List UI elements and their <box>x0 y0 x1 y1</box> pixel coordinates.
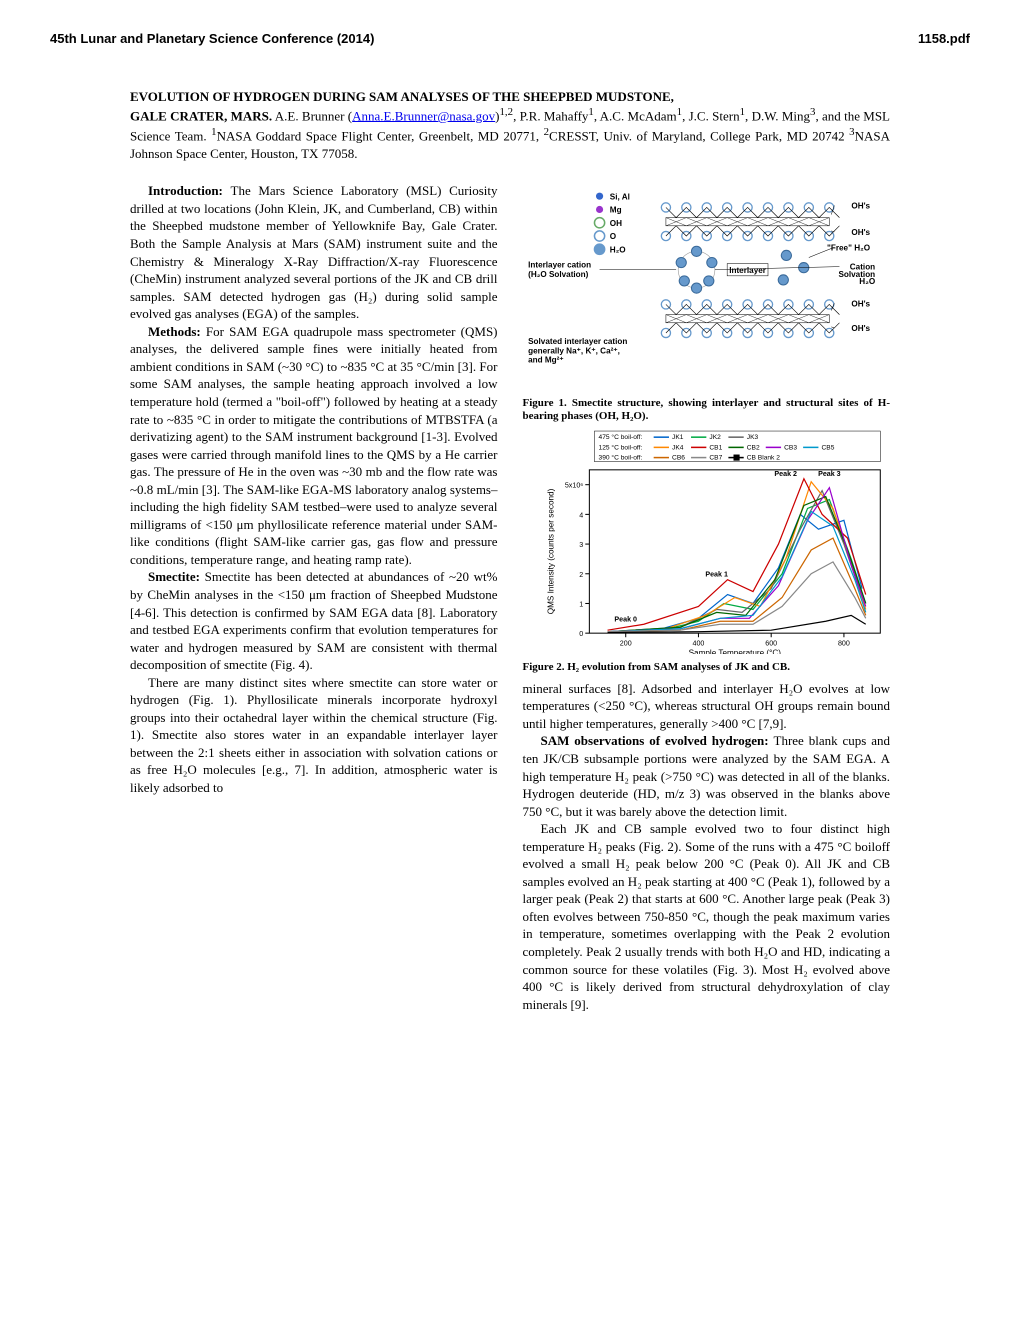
svg-text:Si, Al: Si, Al <box>609 193 629 202</box>
conference-name: 45th Lunar and Planetary Science Confere… <box>50 30 374 48</box>
svg-text:Peak 2: Peak 2 <box>774 470 797 478</box>
svg-text:Interlayer cation: Interlayer cation <box>528 261 591 270</box>
svg-text:Interlayer: Interlayer <box>729 266 767 275</box>
svg-text:Peak 1: Peak 1 <box>705 571 728 579</box>
cont-text: mineral surfaces [8]. Adsorbed and inter… <box>523 681 891 731</box>
methods-text: For SAM EGA quadrupole mass spectrometer… <box>130 324 498 567</box>
intro-text: The Mars Science Laboratory (MSL) Curios… <box>130 183 498 321</box>
svg-text:200: 200 <box>619 640 631 648</box>
svg-text:JK1: JK1 <box>672 435 684 442</box>
h2-chart-svg: 475 °C boil-off: 125 °C boil-off: 390 °C b… <box>523 429 891 654</box>
svg-text:OH's: OH's <box>851 228 870 237</box>
svg-text:CB1: CB1 <box>709 445 722 452</box>
svg-text:H₂O: H₂O <box>609 246 625 255</box>
svg-text:Peak 3: Peak 3 <box>818 470 841 478</box>
svg-text:800: 800 <box>837 640 849 648</box>
affil-1: NASA Goddard Space Flight Center, Greenb… <box>217 128 544 143</box>
smectite-schematic-svg: Si, AlMgOHOH₂O Interlayer OH'sOH's"Free"… <box>523 186 891 390</box>
smectite-text: Smectite has been detected at abundances… <box>130 569 498 672</box>
right-column: Si, AlMgOHOH₂O Interlayer OH'sOH's"Free"… <box>523 182 891 1013</box>
sup-1: 1,2 <box>500 106 514 118</box>
author-email-link[interactable]: Anna.E.Brunner@nasa.gov <box>352 108 495 123</box>
svg-text:JK2: JK2 <box>709 435 721 442</box>
intro-head: Introduction: <box>148 183 231 198</box>
svg-text:Peak 0: Peak 0 <box>614 616 637 624</box>
figure-2: 475 °C boil-off: 125 °C boil-off: 390 °C b… <box>523 429 891 673</box>
svg-text:and Mg²⁺: and Mg²⁺ <box>528 356 564 365</box>
svg-text:OH's: OH's <box>851 324 870 333</box>
smectite-head: Smectite: <box>148 569 205 584</box>
svg-text:(H₂O Solvation): (H₂O Solvation) <box>528 270 589 279</box>
title-line-1: EVOLUTION OF HYDROGEN DURING SAM ANALYSE… <box>130 89 674 104</box>
page-header: 45th Lunar and Planetary Science Confere… <box>50 30 970 48</box>
svg-text:125 °C boil-off:: 125 °C boil-off: <box>598 444 642 452</box>
figure-2-caption: Figure 2. H₂ evolution from SAM analyses… <box>523 661 891 674</box>
svg-text:JK4: JK4 <box>672 445 684 452</box>
title-block: EVOLUTION OF HYDROGEN DURING SAM ANALYSE… <box>130 88 890 163</box>
left-column: Introduction: The Mars Science Laborator… <box>130 182 498 1013</box>
svg-text:1: 1 <box>579 601 583 609</box>
svg-text:4: 4 <box>579 512 583 520</box>
svg-text:JK3: JK3 <box>746 435 758 442</box>
samobs-head: SAM observations of evolved hydrogen: <box>541 733 774 748</box>
svg-text:generally Na⁺, K⁺, Ca²⁺,: generally Na⁺, K⁺, Ca²⁺, <box>528 347 620 356</box>
authors-part-a: A.E. Brunner ( <box>272 108 352 123</box>
svg-text:OH: OH <box>609 219 621 228</box>
svg-text:Sample Temperature (°C): Sample Temperature (°C) <box>688 649 781 654</box>
svg-text:OH's: OH's <box>851 300 870 309</box>
affil-2: CRESST, Univ. of Maryland, College Park,… <box>549 128 849 143</box>
methods-head: Methods: <box>148 324 206 339</box>
svg-text:H₂O: H₂O <box>859 277 875 286</box>
authors-part-c: , P.R. Mahaffy <box>513 108 588 123</box>
svg-text:OH's: OH's <box>851 202 870 211</box>
svg-text:390 °C boil-off:: 390 °C boil-off: <box>598 454 642 462</box>
svg-text:Solvated interlayer cation: Solvated interlayer cation <box>528 338 627 347</box>
svg-text:CB2: CB2 <box>746 445 759 452</box>
svg-text:CB5: CB5 <box>821 445 834 452</box>
svg-text:O: O <box>609 232 615 241</box>
figure-1: Si, AlMgOHOH₂O Interlayer OH'sOH's"Free"… <box>523 186 891 423</box>
sites-text: There are many distinct sites where smec… <box>130 675 498 795</box>
svg-text:3: 3 <box>579 542 583 550</box>
svg-text:Mg: Mg <box>609 206 621 215</box>
eachjk-text: Each JK and CB sample evolved two to fou… <box>523 821 891 1011</box>
title-line-2: GALE CRATER, MARS. <box>130 108 272 123</box>
pdf-name: 1158.pdf <box>918 30 970 48</box>
svg-text:CB Blank 2: CB Blank 2 <box>746 455 779 462</box>
svg-text:CB3: CB3 <box>784 445 797 452</box>
svg-text:CB7: CB7 <box>709 455 722 462</box>
svg-text:2: 2 <box>579 571 583 579</box>
authors-part-f: , D.W. Ming <box>745 108 810 123</box>
authors-part-e: , J.C. Stern <box>682 108 740 123</box>
svg-text:5x10⁶: 5x10⁶ <box>564 482 582 490</box>
svg-text:400: 400 <box>692 640 704 648</box>
svg-text:475 °C boil-off:: 475 °C boil-off: <box>598 434 642 442</box>
svg-text:0: 0 <box>579 631 583 639</box>
figure-1-caption: Figure 1. Smectite structure, showing in… <box>523 397 891 423</box>
authors-part-d: , A.C. McAdam <box>594 108 677 123</box>
svg-text:QMS Intensity (counts per seco: QMS Intensity (counts per second) <box>546 489 555 615</box>
svg-text:CB6: CB6 <box>672 455 685 462</box>
svg-text:600: 600 <box>765 640 777 648</box>
